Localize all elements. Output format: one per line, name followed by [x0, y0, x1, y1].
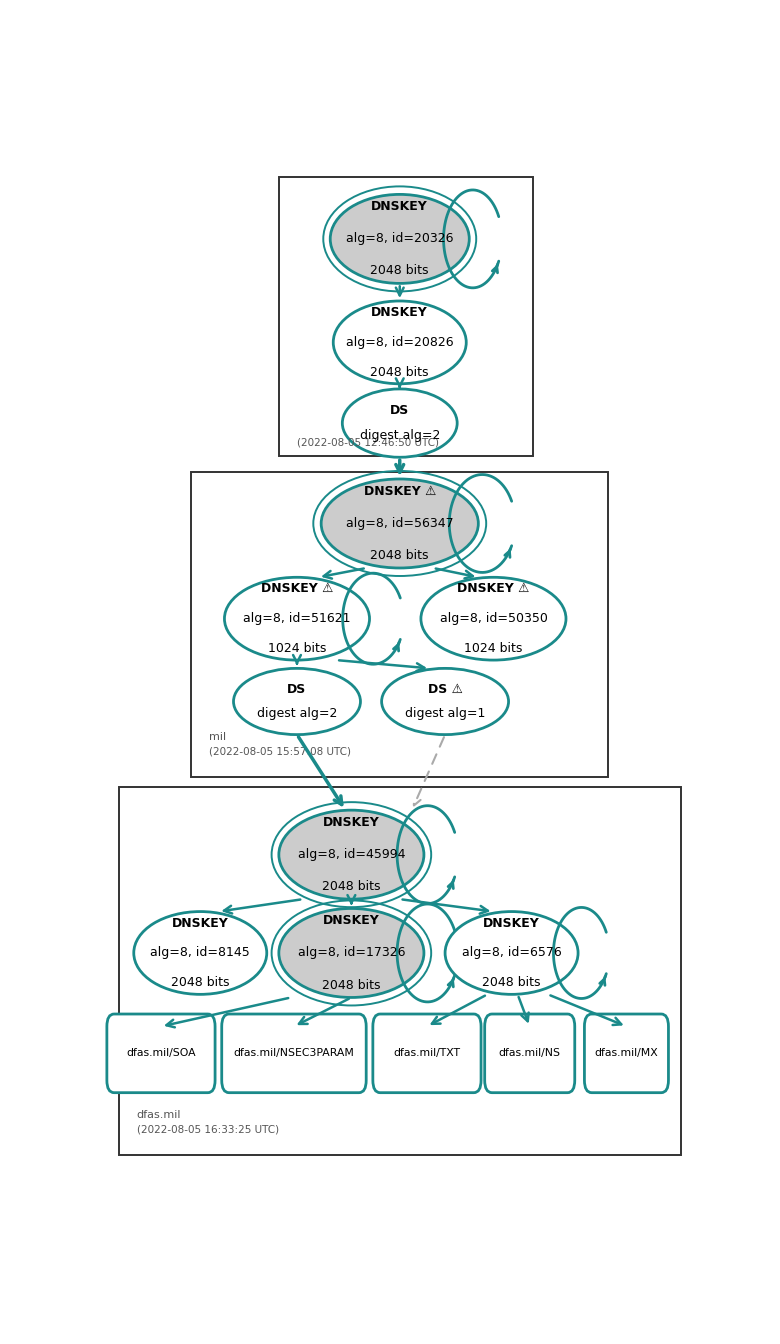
Text: 2048 bits: 2048 bits — [482, 976, 541, 989]
Text: alg=8, id=8145: alg=8, id=8145 — [151, 946, 250, 960]
Text: dfas.mil/NS: dfas.mil/NS — [498, 1048, 561, 1058]
FancyBboxPatch shape — [191, 472, 608, 777]
FancyBboxPatch shape — [107, 1013, 215, 1093]
Text: (2022-08-05 12:46:50 UTC): (2022-08-05 12:46:50 UTC) — [297, 438, 439, 448]
Text: 2048 bits: 2048 bits — [370, 366, 429, 379]
FancyBboxPatch shape — [279, 177, 533, 456]
Ellipse shape — [279, 810, 424, 899]
Text: 2048 bits: 2048 bits — [171, 976, 229, 989]
Ellipse shape — [333, 301, 466, 384]
Text: dfas.mil/TXT: dfas.mil/TXT — [393, 1048, 460, 1058]
Text: alg=8, id=45994: alg=8, id=45994 — [298, 848, 405, 862]
FancyBboxPatch shape — [222, 1013, 366, 1093]
Text: alg=8, id=56347: alg=8, id=56347 — [346, 517, 453, 530]
Text: alg=8, id=51621: alg=8, id=51621 — [243, 613, 351, 625]
Ellipse shape — [233, 668, 360, 735]
Text: 1024 bits: 1024 bits — [268, 642, 326, 655]
Text: (2022-08-05 16:33:25 UTC): (2022-08-05 16:33:25 UTC) — [136, 1124, 279, 1134]
Text: 2048 bits: 2048 bits — [370, 550, 429, 562]
Text: DNSKEY: DNSKEY — [323, 914, 380, 927]
FancyBboxPatch shape — [373, 1013, 481, 1093]
Text: 2048 bits: 2048 bits — [322, 978, 381, 992]
Text: DNSKEY: DNSKEY — [371, 200, 428, 214]
Text: dfas.mil/MX: dfas.mil/MX — [594, 1048, 658, 1058]
Text: digest alg=2: digest alg=2 — [360, 429, 440, 442]
Text: DNSKEY ⚠: DNSKEY ⚠ — [363, 485, 436, 497]
Text: DNSKEY ⚠: DNSKEY ⚠ — [457, 582, 530, 595]
Ellipse shape — [445, 911, 578, 995]
Ellipse shape — [279, 909, 424, 997]
Text: DNSKEY: DNSKEY — [483, 917, 540, 930]
Text: 2048 bits: 2048 bits — [370, 265, 429, 277]
Text: alg=8, id=50350: alg=8, id=50350 — [439, 613, 548, 625]
Ellipse shape — [134, 911, 267, 995]
Text: DNSKEY: DNSKEY — [323, 816, 380, 829]
Text: digest alg=2: digest alg=2 — [257, 707, 337, 720]
Text: alg=8, id=6576: alg=8, id=6576 — [462, 946, 562, 960]
Ellipse shape — [225, 578, 370, 660]
Text: alg=8, id=17326: alg=8, id=17326 — [298, 946, 405, 960]
Ellipse shape — [330, 195, 470, 284]
Ellipse shape — [342, 388, 457, 457]
Text: (2022-08-05 15:57:08 UTC): (2022-08-05 15:57:08 UTC) — [209, 746, 351, 757]
Text: DS: DS — [390, 405, 410, 417]
Text: alg=8, id=20826: alg=8, id=20826 — [346, 336, 453, 349]
FancyBboxPatch shape — [119, 788, 681, 1154]
Text: DNSKEY: DNSKEY — [371, 306, 428, 319]
Ellipse shape — [421, 578, 566, 660]
Ellipse shape — [381, 668, 509, 735]
Text: DNSKEY: DNSKEY — [172, 917, 229, 930]
Text: 1024 bits: 1024 bits — [464, 642, 523, 655]
FancyBboxPatch shape — [484, 1013, 575, 1093]
Text: DNSKEY ⚠: DNSKEY ⚠ — [261, 582, 333, 595]
Text: alg=8, id=20326: alg=8, id=20326 — [346, 233, 453, 246]
Text: 2048 bits: 2048 bits — [322, 880, 381, 894]
Text: dfas.mil/NSEC3PARAM: dfas.mil/NSEC3PARAM — [233, 1048, 354, 1058]
Text: mil: mil — [209, 732, 226, 742]
FancyBboxPatch shape — [584, 1013, 668, 1093]
Text: dfas.mil/SOA: dfas.mil/SOA — [126, 1048, 196, 1058]
Ellipse shape — [321, 478, 478, 569]
Text: digest alg=1: digest alg=1 — [405, 707, 485, 720]
Text: DS: DS — [287, 683, 307, 696]
Text: DS ⚠: DS ⚠ — [427, 683, 463, 696]
Text: dfas.mil: dfas.mil — [136, 1110, 181, 1120]
